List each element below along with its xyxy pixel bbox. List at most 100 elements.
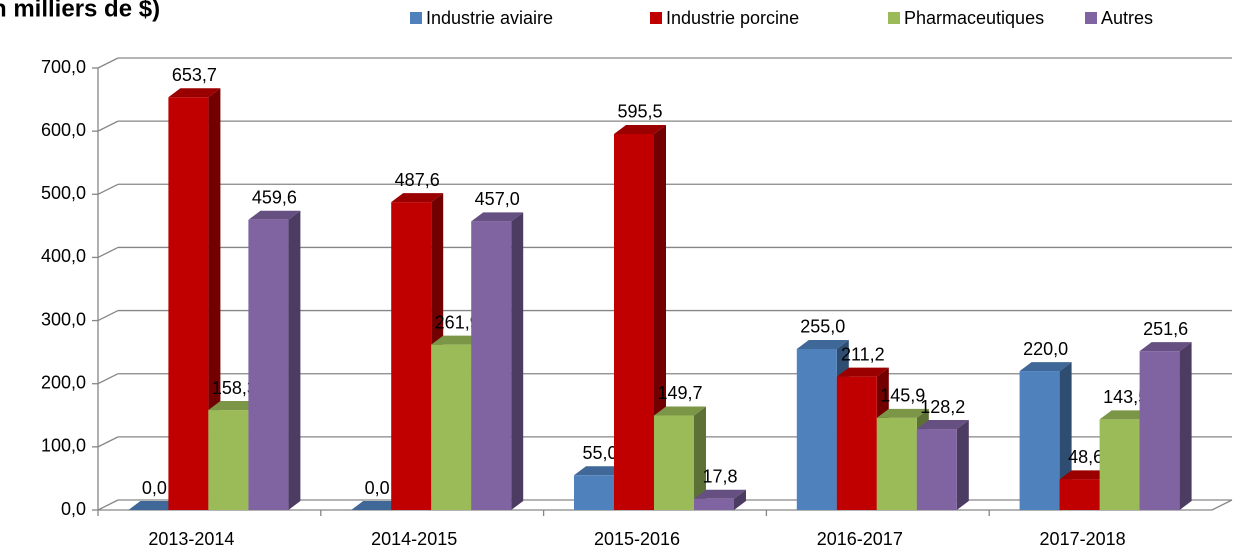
value-label: 0,0 [365,478,390,498]
value-label: 459,6 [252,188,297,208]
value-label: 17,8 [702,467,737,487]
y-tick-label: 400,0 [41,246,86,266]
x-tick-label: 2013-2014 [148,529,234,549]
bar-3d [128,501,181,510]
y-tick-label: 500,0 [41,183,86,203]
bar-top [1059,470,1112,480]
legend-swatch [650,12,662,24]
value-label: 145,9 [880,386,925,406]
value-label: 251,6 [1143,319,1188,339]
bar [614,133,654,510]
grid-line [97,57,119,69]
legend-swatch [888,12,900,24]
bar [431,344,472,510]
bar [574,475,614,510]
bar [916,429,957,510]
bar-side [734,489,746,510]
bar-3d [471,212,524,511]
value-label: 220,0 [1023,339,1068,359]
bar-side [288,210,301,511]
bar-top [694,489,746,499]
y-tick-label: 700,0 [41,57,86,77]
y-tick-label: 100,0 [41,436,86,456]
bar-3d [1019,362,1072,510]
y-tick-label: 600,0 [41,120,86,140]
legend-swatch [1085,12,1097,24]
bar-3d [1139,342,1192,510]
legend-label: Pharmaceutiques [904,8,1044,28]
bar [168,97,209,511]
y-tick-label: 200,0 [41,372,86,392]
bar-side [956,420,969,510]
value-label: 143,5 [1103,387,1148,407]
bar-3d [351,501,404,510]
bar [836,376,877,510]
bar [1059,479,1100,510]
bar-top [1139,342,1192,352]
bar-top [916,420,969,430]
grid-line [97,499,119,511]
bar-top [1019,362,1072,372]
bar-top [574,466,626,476]
y-tick-label: 0,0 [61,499,86,519]
bar-top [351,501,404,510]
bar [1019,371,1060,510]
bar-top [248,210,301,220]
x-tick-label: 2016-2017 [817,529,903,549]
value-label: 211,2 [841,344,885,364]
bar-side [1179,342,1192,510]
bar-3d [654,406,706,510]
grid-line [97,309,119,322]
legend-label: Industrie porcine [666,8,799,28]
value-label: 255,0 [800,317,845,337]
value-label: 487,6 [395,170,440,190]
legend-label: Industrie aviaire [426,8,553,28]
bar [796,348,837,510]
bar-top [128,501,181,510]
x-tick-label: 2015-2016 [594,529,680,549]
bar-top [391,193,444,203]
bar [694,498,734,510]
bar-top [208,401,261,411]
bar-top [431,335,484,345]
value-label: 261,9 [435,312,480,332]
bar [1099,419,1140,510]
grid-line [97,373,119,385]
bar-3d [694,489,746,510]
bar [876,417,917,510]
bar [391,202,432,511]
bar-top [471,212,524,222]
bar-top [614,124,666,134]
bar-top [876,408,929,418]
bar [1139,351,1180,510]
bar-top [654,406,706,416]
bar-top [1099,410,1152,420]
x-tick-label: 2014-2015 [371,529,457,549]
grid-line [97,120,119,132]
bar [248,219,289,511]
bar [208,410,249,510]
bar-side [511,212,524,511]
bar-3d [248,210,301,511]
bar [471,221,512,511]
bar-top [168,88,221,98]
grid-line [97,183,119,195]
value-label: 128,2 [920,397,965,417]
floor-edge [1211,499,1233,511]
value-label: 653,7 [172,65,217,85]
bar-3d [916,420,969,510]
bar-3d [208,401,261,510]
bar-top [796,339,849,349]
value-label: 457,0 [475,189,520,209]
legend-swatch [410,12,422,24]
value-label: 55,0 [582,443,617,463]
legend-label: Autres [1101,8,1153,28]
value-label: 149,7 [657,383,702,403]
bar [654,415,694,510]
chart-title: n milliers de $) [0,0,160,22]
y-tick-label: 300,0 [41,309,86,329]
bar-3d [168,88,221,511]
value-label: 595,5 [617,102,662,122]
x-tick-label: 2017-2018 [1040,529,1126,549]
